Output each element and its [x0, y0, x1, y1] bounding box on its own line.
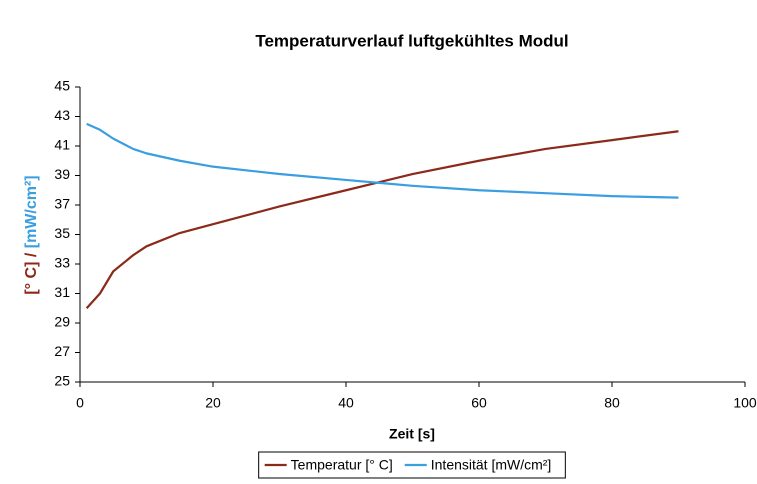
y-tick-label: 35 — [54, 225, 70, 241]
y-tick-label: 33 — [54, 255, 70, 271]
y-tick-label: 43 — [54, 107, 70, 123]
data-line — [86, 122, 679, 199]
y-tick-label: 25 — [54, 373, 70, 389]
y-tick-label: 27 — [54, 343, 70, 359]
y-axis-label-part: [° C] / — [23, 248, 40, 294]
y-tick-label: 45 — [54, 78, 70, 94]
legend-label: Temperatur [° C] — [291, 457, 393, 473]
legend: Temperatur [° C] Intensität [mW/cm²] — [258, 451, 566, 479]
x-tick-label: 80 — [604, 395, 620, 411]
y-axis-label: [° C] / [mW/cm²] — [23, 175, 40, 294]
y-tick-label: 29 — [54, 314, 70, 330]
x-tick-label: 40 — [338, 395, 354, 411]
x-tick-label: 20 — [205, 395, 221, 411]
x-tick-label: 60 — [471, 395, 487, 411]
y-axis-label-part: [mW/cm²] — [23, 175, 40, 248]
legend-label: Intensität [mW/cm²] — [431, 457, 552, 473]
data-line — [85, 130, 679, 309]
y-tick-label: 31 — [54, 284, 70, 300]
x-tick-label: 0 — [76, 395, 84, 411]
y-tick-label: 37 — [54, 196, 70, 212]
y-tick-label: 39 — [54, 166, 70, 182]
y-tick-label: 41 — [54, 137, 70, 153]
x-axis-label: Zeit [s] — [389, 426, 435, 442]
chart-title: Temperaturverlauf luftgekühltes Modul — [255, 31, 568, 50]
x-tick-label: 100 — [733, 395, 757, 411]
